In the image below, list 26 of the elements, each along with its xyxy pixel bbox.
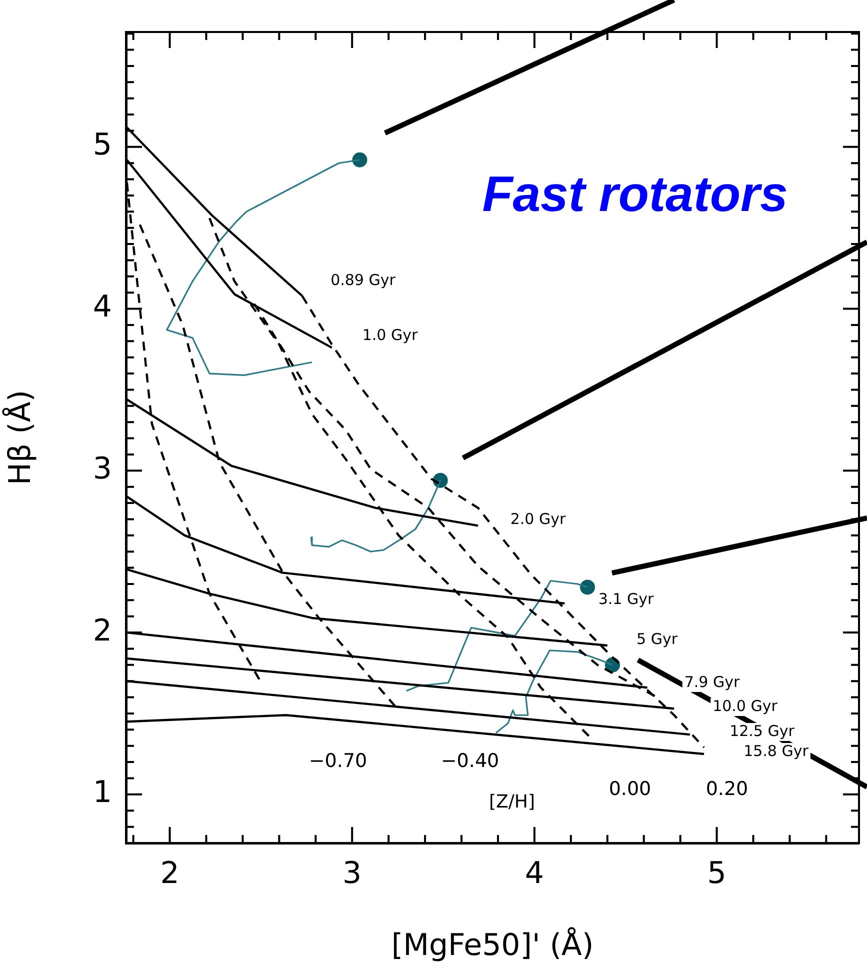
annotation: 7.9 Gyr bbox=[684, 672, 740, 691]
annotation: −0.70 bbox=[308, 750, 368, 772]
x-tick-label: 5 bbox=[707, 856, 726, 891]
annotation: 0.89 Gyr bbox=[330, 270, 396, 289]
annotation: 10.0 Gyr bbox=[712, 696, 778, 715]
y-tick-label: 3 bbox=[92, 451, 112, 486]
annotation: 1.0 Gyr bbox=[362, 326, 418, 344]
annotation: 0.00 bbox=[608, 778, 652, 800]
annotation: [Z/H] bbox=[489, 792, 535, 813]
y-axis-title: Hβ (Å) bbox=[2, 390, 38, 486]
y-tick-label: 1 bbox=[92, 775, 112, 810]
annotation: 2.0 Gyr bbox=[510, 510, 566, 528]
annotation: −0.40 bbox=[440, 750, 500, 772]
annotation: 12.5 Gyr bbox=[730, 722, 796, 740]
y-tick-label: 4 bbox=[92, 290, 112, 325]
x-tick-label: 3 bbox=[342, 856, 362, 891]
annotation: 0.20 bbox=[706, 778, 748, 800]
annotation: 5 Gyr bbox=[636, 630, 678, 648]
y-tick-label: 2 bbox=[92, 613, 112, 648]
y-tick-label: 5 bbox=[92, 128, 112, 163]
annotation: Fast rotators bbox=[482, 166, 788, 222]
annotation: 15.8 Gyr bbox=[744, 742, 810, 760]
x-axis-title: [MgFe50]' (Å) bbox=[391, 926, 594, 963]
annotation: 3.1 Gyr bbox=[598, 590, 654, 608]
x-tick-label: 4 bbox=[524, 856, 544, 891]
x-tick-label: 2 bbox=[160, 856, 180, 891]
